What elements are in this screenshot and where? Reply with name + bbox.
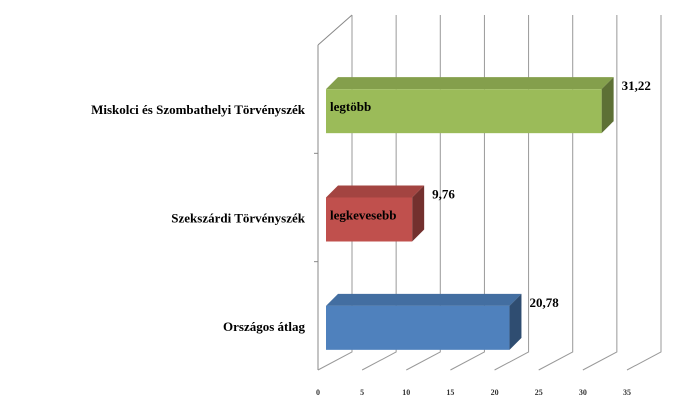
bar-top (326, 77, 614, 90)
value-label: 20,78 (529, 295, 559, 310)
bar-side (601, 77, 614, 134)
category-label: Országos átlag (223, 319, 305, 334)
x-tick-label: 30 (579, 388, 587, 397)
bar-label: legtöbb (330, 99, 371, 114)
bar (326, 197, 413, 242)
bar-top (326, 293, 522, 306)
grid-line (538, 15, 574, 371)
grid-line (582, 15, 618, 371)
value-label: 9,76 (432, 186, 455, 201)
x-tick-label: 10 (402, 388, 410, 397)
axis-line (317, 14, 353, 46)
bar-label: legkevesebb (330, 207, 396, 222)
x-tick-label: 5 (360, 388, 364, 397)
bar-side (509, 293, 522, 350)
category-label: Szekszárdi Törvényszék (171, 210, 305, 225)
bar-side (412, 185, 425, 242)
x-tick-label: 25 (535, 388, 543, 397)
category-label: Miskolci és Szombathelyi Törvényszék (91, 102, 306, 117)
bar-top (326, 185, 425, 198)
x-tick-label: 20 (491, 388, 499, 397)
x-tick-label: 0 (316, 388, 320, 397)
x-tick-label: 15 (446, 388, 454, 397)
value-label: 31,22 (622, 78, 651, 93)
x-tick-label: 35 (623, 388, 631, 397)
bar (326, 89, 602, 134)
bar (326, 305, 510, 350)
grid-line (626, 15, 662, 371)
